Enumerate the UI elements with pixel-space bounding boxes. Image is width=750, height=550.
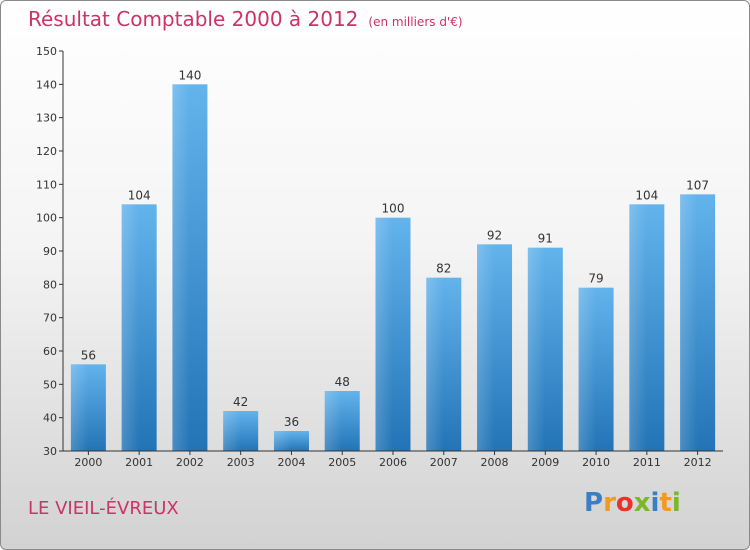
logo-letter: i bbox=[671, 488, 681, 518]
value-label-2002: 140 bbox=[178, 68, 201, 82]
y-tick-label-120: 120 bbox=[36, 145, 57, 158]
bar-shine-2010 bbox=[578, 287, 597, 451]
proxiti-logo[interactable]: Proxiti bbox=[584, 488, 681, 518]
y-tick-label-140: 140 bbox=[36, 78, 57, 91]
x-tick-label-2008: 2008 bbox=[481, 456, 509, 469]
x-tick-label-2001: 2001 bbox=[125, 456, 153, 469]
bar-shine-2006 bbox=[375, 217, 393, 451]
bar-shine-2011 bbox=[629, 204, 647, 451]
bars-group: 56 104 140 42 36 48 100 82 92 91 79 104 107 bbox=[70, 68, 716, 452]
logo-letter: i bbox=[650, 488, 660, 518]
bar-shine-2005 bbox=[324, 391, 343, 451]
bar-shine-2008 bbox=[477, 244, 495, 451]
value-label-2007: 82 bbox=[436, 262, 451, 276]
y-tick-label-50: 50 bbox=[43, 378, 57, 391]
x-tick-label-2010: 2010 bbox=[582, 456, 610, 469]
value-label-2012: 107 bbox=[686, 178, 709, 192]
logo-letter: x bbox=[633, 488, 651, 518]
logo-letter: r bbox=[603, 488, 616, 518]
value-label-2008: 92 bbox=[487, 228, 502, 242]
axes-group: 2000 2001 2002 2003 2004 2005 2006 2007 2008 2009… bbox=[36, 45, 723, 469]
value-label-2000: 56 bbox=[81, 348, 96, 362]
y-tick-label-80: 80 bbox=[43, 278, 57, 291]
x-tick-label-2002: 2002 bbox=[176, 456, 204, 469]
x-tick-label-2006: 2006 bbox=[379, 456, 407, 469]
value-label-2005: 48 bbox=[335, 375, 350, 389]
x-tick-label-2000: 2000 bbox=[74, 456, 102, 469]
logo-letter: P bbox=[584, 488, 604, 518]
chart-subtitle: (en milliers d'€) bbox=[368, 15, 463, 29]
y-tick-label-150: 150 bbox=[36, 45, 57, 58]
y-tick-label-90: 90 bbox=[43, 245, 57, 258]
value-label-2001: 104 bbox=[128, 188, 151, 202]
y-tick-label-60: 60 bbox=[43, 345, 57, 358]
bar-shine-2004 bbox=[273, 431, 292, 451]
x-tick-label-2003: 2003 bbox=[227, 456, 255, 469]
value-label-2003: 42 bbox=[233, 395, 248, 409]
bar-shine-2009 bbox=[527, 247, 546, 451]
bar-shine-2002 bbox=[172, 84, 190, 451]
value-label-2010: 79 bbox=[588, 272, 603, 286]
x-tick-label-2009: 2009 bbox=[531, 456, 559, 469]
title-text: Résultat Comptable 2000 à 2012 bbox=[28, 7, 359, 31]
logo-letter: t bbox=[659, 488, 672, 518]
bar-shine-2003 bbox=[223, 411, 241, 451]
bar-shine-2012 bbox=[680, 194, 698, 452]
chart-title: Résultat Comptable 2000 à 2012 (en millie… bbox=[28, 7, 463, 31]
x-tick-label-2007: 2007 bbox=[430, 456, 458, 469]
bar-shine-2000 bbox=[70, 364, 89, 451]
logo-letter: o bbox=[615, 488, 634, 518]
location-label: LE VIEIL-ÉVREUX bbox=[28, 498, 179, 519]
value-label-2004: 36 bbox=[284, 415, 299, 429]
y-tick-label-100: 100 bbox=[36, 212, 57, 225]
y-tick-label-70: 70 bbox=[43, 312, 57, 325]
bar-shine-2007 bbox=[426, 277, 444, 451]
value-label-2006: 100 bbox=[382, 202, 405, 216]
y-tick-label-40: 40 bbox=[43, 412, 57, 425]
y-tick-label-30: 30 bbox=[43, 445, 57, 458]
x-tick-label-2012: 2012 bbox=[684, 456, 712, 469]
value-label-2009: 91 bbox=[538, 232, 553, 246]
y-tick-label-110: 110 bbox=[36, 178, 57, 191]
x-tick-label-2005: 2005 bbox=[328, 456, 356, 469]
value-label-2011: 104 bbox=[635, 188, 658, 202]
bar-shine-2001 bbox=[121, 204, 140, 451]
x-tick-label-2011: 2011 bbox=[633, 456, 661, 469]
y-tick-label-130: 130 bbox=[36, 112, 57, 125]
x-tick-label-2004: 2004 bbox=[277, 456, 305, 469]
